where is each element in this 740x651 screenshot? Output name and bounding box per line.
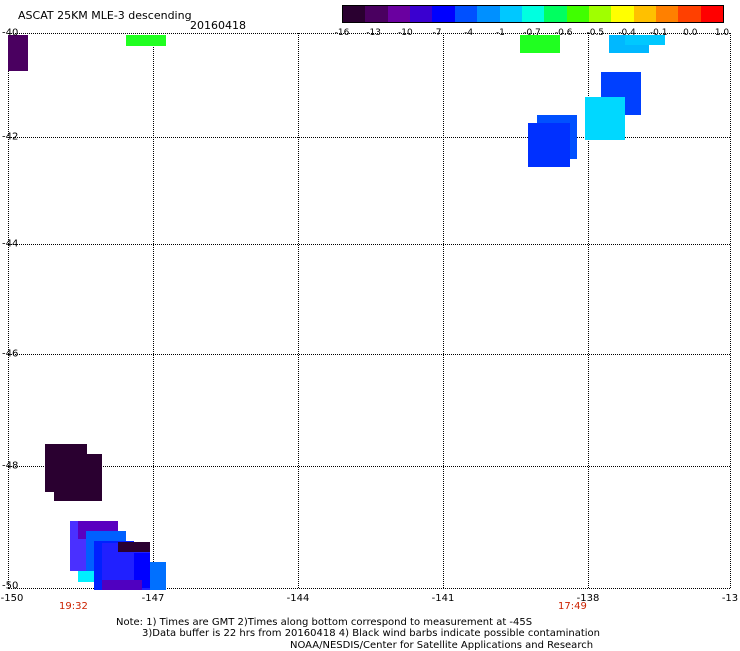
colorbar-swatch bbox=[477, 6, 500, 22]
y-tick-label: -40 bbox=[2, 27, 19, 39]
wind-cell bbox=[118, 542, 150, 552]
time-label-right: 17:49 bbox=[558, 601, 587, 612]
x-tick-label: -141 bbox=[431, 593, 455, 604]
grid-line-lat-44 bbox=[8, 244, 730, 245]
grid-line-lon-135 bbox=[730, 33, 731, 588]
x-tick-label: -144 bbox=[286, 593, 310, 604]
grid-line-lat-48 bbox=[8, 466, 730, 467]
colorbar-swatch bbox=[700, 6, 724, 22]
wind-cell bbox=[8, 35, 28, 71]
wind-cell bbox=[134, 553, 150, 588]
grid-line-lat-46 bbox=[8, 354, 730, 355]
y-tick-label: -46 bbox=[2, 348, 19, 360]
grid-line-lon-144 bbox=[298, 33, 299, 588]
y-tick-label: -50 bbox=[2, 580, 19, 592]
wind-cell bbox=[78, 571, 108, 582]
footer-credit: NOAA/NESDIS/Center for Satellite Applica… bbox=[290, 640, 594, 651]
x-tick-label: -13 bbox=[721, 593, 739, 604]
colorbar-swatch bbox=[432, 6, 455, 22]
grid-line-lon-150 bbox=[8, 33, 9, 588]
y-tick-label: -44 bbox=[2, 238, 19, 250]
colorbar-swatch bbox=[387, 6, 411, 22]
grid-line-lat-42 bbox=[8, 137, 730, 138]
colorbar-swatch bbox=[365, 6, 388, 22]
colorbar-swatch bbox=[633, 6, 657, 22]
wind-cell bbox=[54, 454, 102, 501]
colorbar-swatch bbox=[611, 6, 634, 22]
colorbar-swatch bbox=[343, 6, 366, 22]
y-tick-label: -48 bbox=[2, 460, 19, 472]
colorbar-swatch bbox=[656, 6, 679, 22]
x-tick-label: -150 bbox=[0, 593, 24, 604]
time-label-left: 19:32 bbox=[59, 601, 88, 612]
x-tick-label: -138 bbox=[576, 593, 600, 604]
colorbar-swatch bbox=[566, 6, 589, 22]
wind-cell bbox=[528, 123, 570, 167]
colorbar-swatch bbox=[588, 6, 612, 22]
wind-cell bbox=[585, 97, 625, 140]
wind-cell bbox=[126, 35, 166, 46]
wind-cell bbox=[102, 580, 142, 590]
map-date: 20160418 bbox=[190, 19, 246, 32]
colorbar-swatch bbox=[678, 6, 701, 22]
colorbar-swatch bbox=[499, 6, 522, 22]
grid-line-lat-50 bbox=[8, 588, 730, 589]
wind-cell bbox=[150, 562, 166, 590]
footer-note-line2: 3)Data buffer is 22 hrs from 20160418 4)… bbox=[142, 628, 600, 639]
x-tick-label: -147 bbox=[141, 593, 165, 604]
grid-line-lon-138 bbox=[588, 33, 589, 588]
colorbar-swatch bbox=[544, 6, 567, 22]
footer-note-line1: Note: 1) Times are GMT 2)Times along bot… bbox=[116, 617, 533, 628]
colorbar bbox=[342, 5, 724, 23]
grid-line-lon-147 bbox=[153, 33, 154, 588]
wind-cell bbox=[520, 35, 560, 53]
colorbar-swatch bbox=[521, 6, 545, 22]
grid-line-lat-40 bbox=[8, 33, 730, 34]
y-tick-label: -42 bbox=[2, 131, 19, 143]
colorbar-swatch bbox=[454, 6, 478, 22]
wind-cell bbox=[625, 35, 665, 45]
map-title: ASCAT 25KM MLE-3 descending bbox=[18, 9, 192, 22]
colorbar-swatch bbox=[410, 6, 433, 22]
grid-line-lon-141 bbox=[443, 33, 444, 588]
